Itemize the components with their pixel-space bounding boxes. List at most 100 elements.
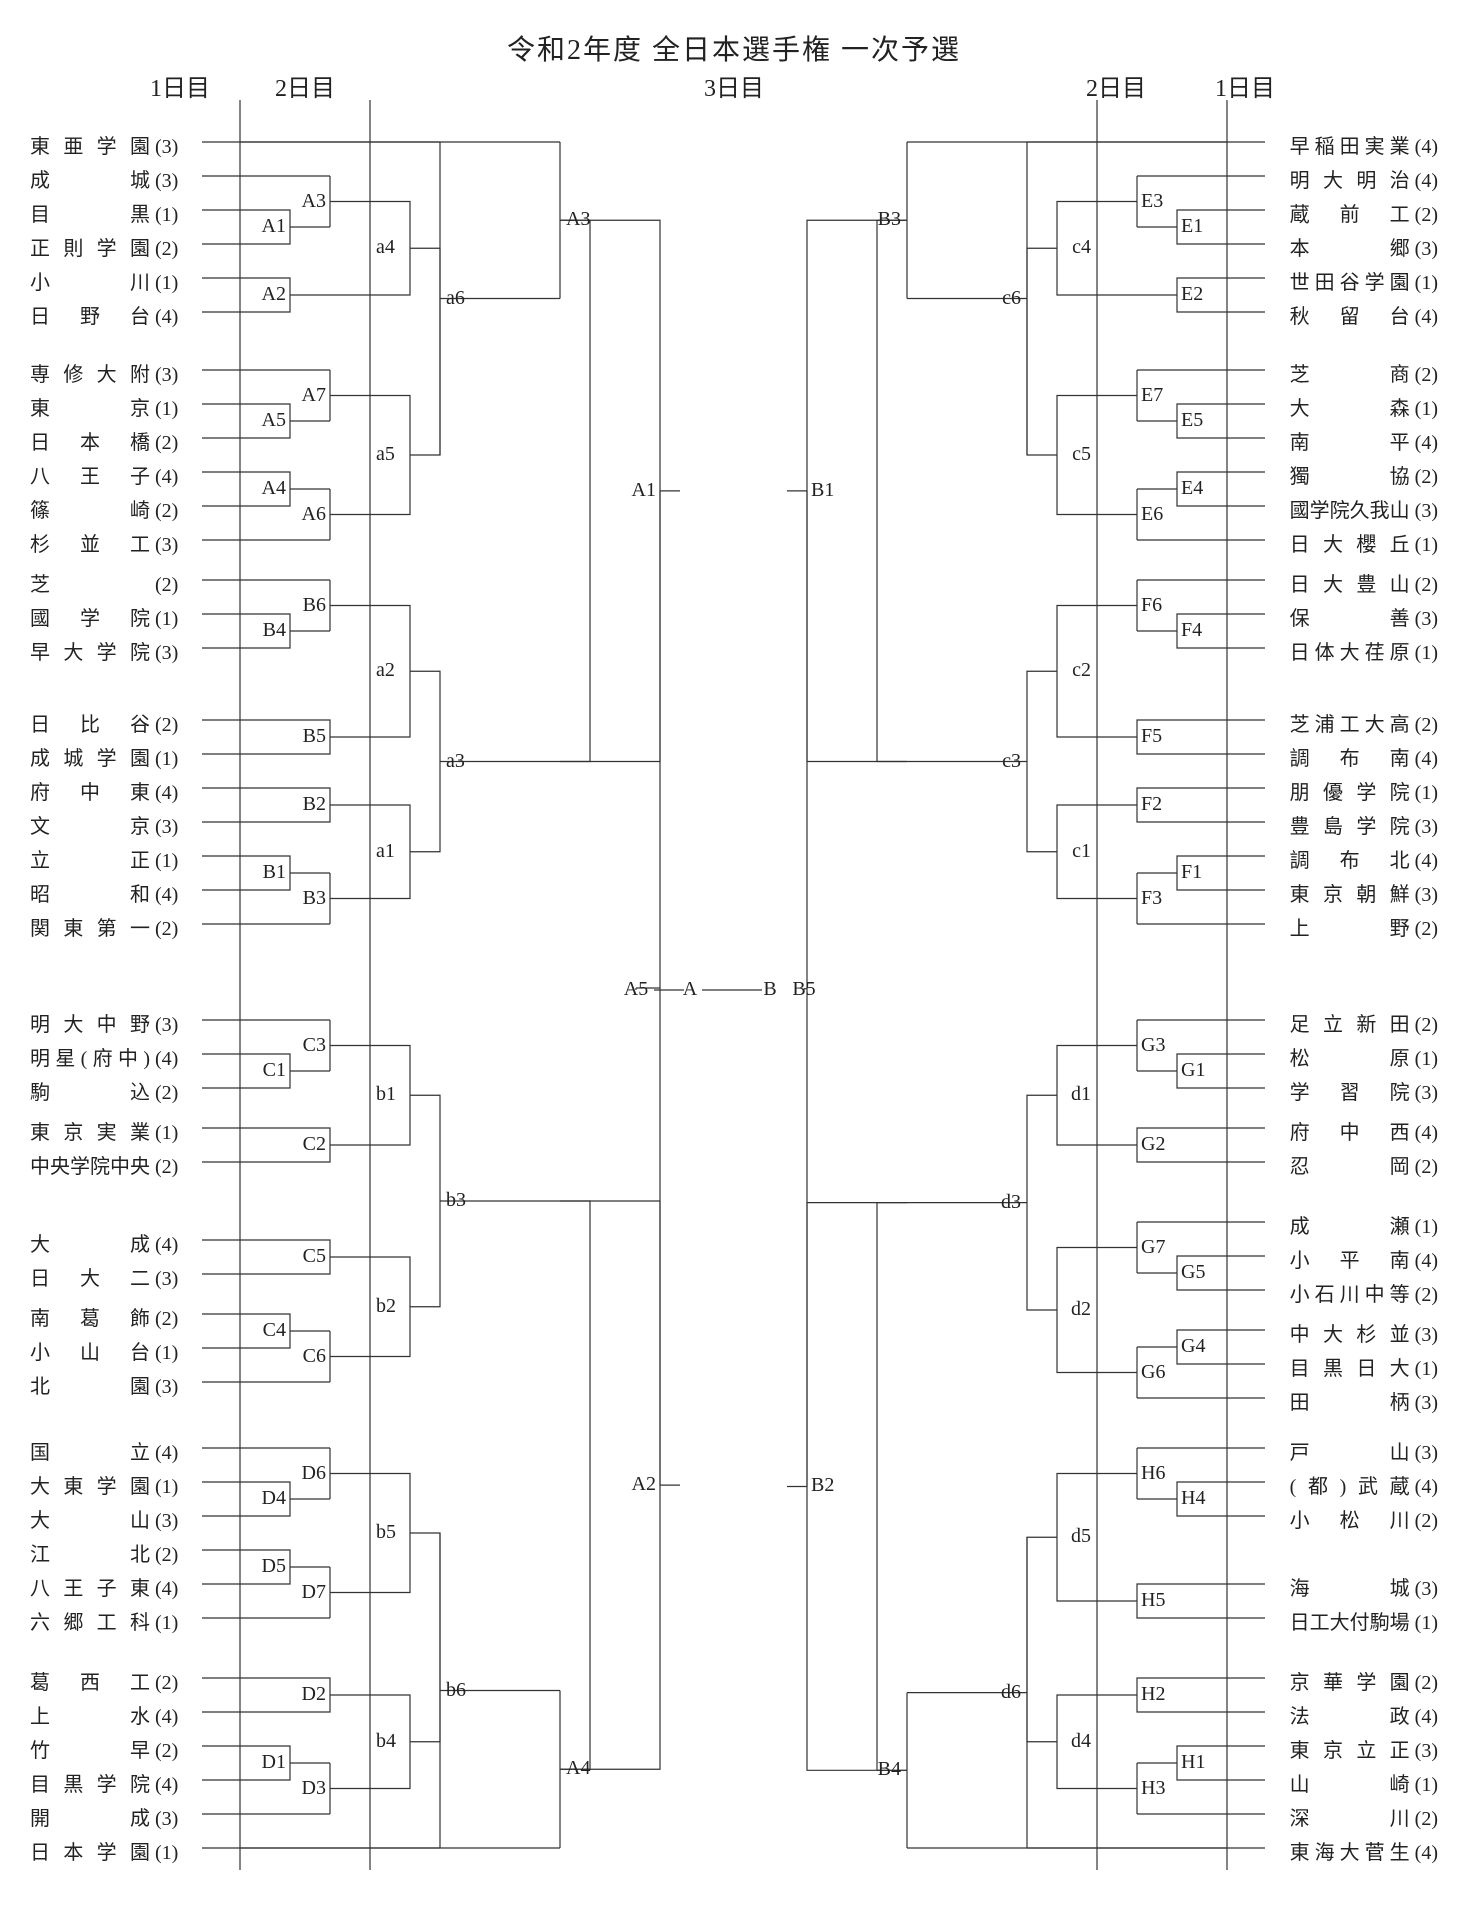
team: 足立新田 (2) <box>1268 1008 1438 1037</box>
match-label: D6 <box>302 1462 326 1485</box>
team: 大森 (1) <box>1268 392 1438 421</box>
match-label: c6 <box>1002 287 1021 310</box>
match-label: a5 <box>376 443 395 466</box>
match-label: d5 <box>1071 1525 1091 1548</box>
match-label: c1 <box>1072 840 1091 863</box>
team: 東京 (1) <box>30 392 200 421</box>
match-label: E1 <box>1181 215 1203 238</box>
match-label: a2 <box>376 659 395 682</box>
team: 北園 (3) <box>30 1370 200 1399</box>
match-label: A2 <box>632 1473 656 1496</box>
match-label: G3 <box>1141 1034 1165 1057</box>
team: 國学院久我山 (3) <box>1268 494 1438 523</box>
team: 成瀬 (1) <box>1268 1210 1438 1239</box>
match-label: B3 <box>878 208 901 231</box>
team: 八王子東 (4) <box>30 1572 200 1601</box>
match-label: A1 <box>262 215 286 238</box>
team: 目黒 (1) <box>30 198 200 227</box>
team: 松原 (1) <box>1268 1042 1438 1071</box>
match-label: F2 <box>1141 793 1162 816</box>
team: 大成 (4) <box>30 1228 200 1257</box>
match-label: b6 <box>446 1679 466 1702</box>
team: 調布南 (4) <box>1268 742 1438 771</box>
match-label: a6 <box>446 287 465 310</box>
match-label: B <box>763 978 776 1001</box>
team: 明大明治 (4) <box>1268 164 1438 193</box>
team: 日大櫻丘 (1) <box>1268 528 1438 557</box>
team: 蔵前工 (2) <box>1268 198 1438 227</box>
team: 明星(府中) (4) <box>30 1042 200 1071</box>
match-label: A2 <box>262 283 286 306</box>
match-label: C1 <box>263 1059 286 1082</box>
match-label: B6 <box>303 594 326 617</box>
match-label: F3 <box>1141 887 1162 910</box>
match-label: a4 <box>376 236 395 259</box>
team: 開成 (3) <box>30 1802 200 1831</box>
match-label: B3 <box>303 887 326 910</box>
match-label: a1 <box>376 840 395 863</box>
match-label: D2 <box>302 1683 326 1706</box>
team: 小石川中等 (2) <box>1268 1278 1438 1307</box>
match-label: E3 <box>1141 190 1163 213</box>
team: 日本学園 (1) <box>30 1836 200 1865</box>
team: 文京 (3) <box>30 810 200 839</box>
team: 東海大菅生 (4) <box>1268 1836 1438 1865</box>
team: 小松川 (2) <box>1268 1504 1438 1533</box>
team: 府中東 (4) <box>30 776 200 805</box>
match-label: C3 <box>303 1034 326 1057</box>
match-label: G1 <box>1181 1059 1205 1082</box>
match-label: A5 <box>624 978 648 1001</box>
team: 駒込 (2) <box>30 1076 200 1105</box>
match-label: D7 <box>302 1581 326 1604</box>
match-label: c2 <box>1072 659 1091 682</box>
match-label: A4 <box>262 477 286 500</box>
team: 深川 (2) <box>1268 1802 1438 1831</box>
match-label: D4 <box>262 1487 286 1510</box>
match-label: c4 <box>1072 236 1091 259</box>
match-label: d2 <box>1071 1298 1091 1321</box>
match-label: c3 <box>1002 750 1021 773</box>
team: 早大学院 (3) <box>30 636 200 665</box>
team: 田柄 (3) <box>1268 1386 1438 1415</box>
match-label: H1 <box>1181 1751 1205 1774</box>
match-label: b1 <box>376 1083 396 1106</box>
team: 明大中野 (3) <box>30 1008 200 1037</box>
team: 日工大付駒場 (1) <box>1268 1606 1438 1635</box>
team: 立正 (1) <box>30 844 200 873</box>
match-label: d3 <box>1001 1191 1021 1214</box>
match-label: F4 <box>1181 619 1202 642</box>
match-label: C5 <box>303 1245 326 1268</box>
team: 本郷 (3) <box>1268 232 1438 261</box>
team: (都)武蔵 (4) <box>1268 1470 1438 1499</box>
match-label: E2 <box>1181 283 1203 306</box>
team: 中央学院中央 (2) <box>30 1150 200 1179</box>
match-label: B2 <box>303 793 326 816</box>
team: 大東学園 (1) <box>30 1470 200 1499</box>
match-label: G5 <box>1181 1261 1205 1284</box>
match-label: G2 <box>1141 1133 1165 1156</box>
team: 杉並工 (3) <box>30 528 200 557</box>
team: 山崎 (1) <box>1268 1768 1438 1797</box>
match-label: F5 <box>1141 725 1162 748</box>
match-label: A <box>683 978 697 1001</box>
team: 日大豊山 (2) <box>1268 568 1438 597</box>
match-label: B4 <box>878 1758 901 1781</box>
match-label: E6 <box>1141 503 1163 526</box>
team: 関東第一 (2) <box>30 912 200 941</box>
team: 朋優学院 (1) <box>1268 776 1438 805</box>
match-label: d6 <box>1001 1681 1021 1704</box>
team: 目黒日大 (1) <box>1268 1352 1438 1381</box>
team: 調布北 (4) <box>1268 844 1438 873</box>
match-label: B4 <box>263 619 286 642</box>
match-label: B5 <box>303 725 326 748</box>
team: 獨協 (2) <box>1268 460 1438 489</box>
team: 小平南 (4) <box>1268 1244 1438 1273</box>
match-label: A3 <box>566 208 590 231</box>
team: 成城 (3) <box>30 164 200 193</box>
match-label: b5 <box>376 1521 396 1544</box>
match-label: E5 <box>1181 409 1203 432</box>
match-label: E7 <box>1141 384 1163 407</box>
bracket-svg <box>0 0 1468 1910</box>
team: 小川 (1) <box>30 266 200 295</box>
team: 芝商 (2) <box>1268 358 1438 387</box>
